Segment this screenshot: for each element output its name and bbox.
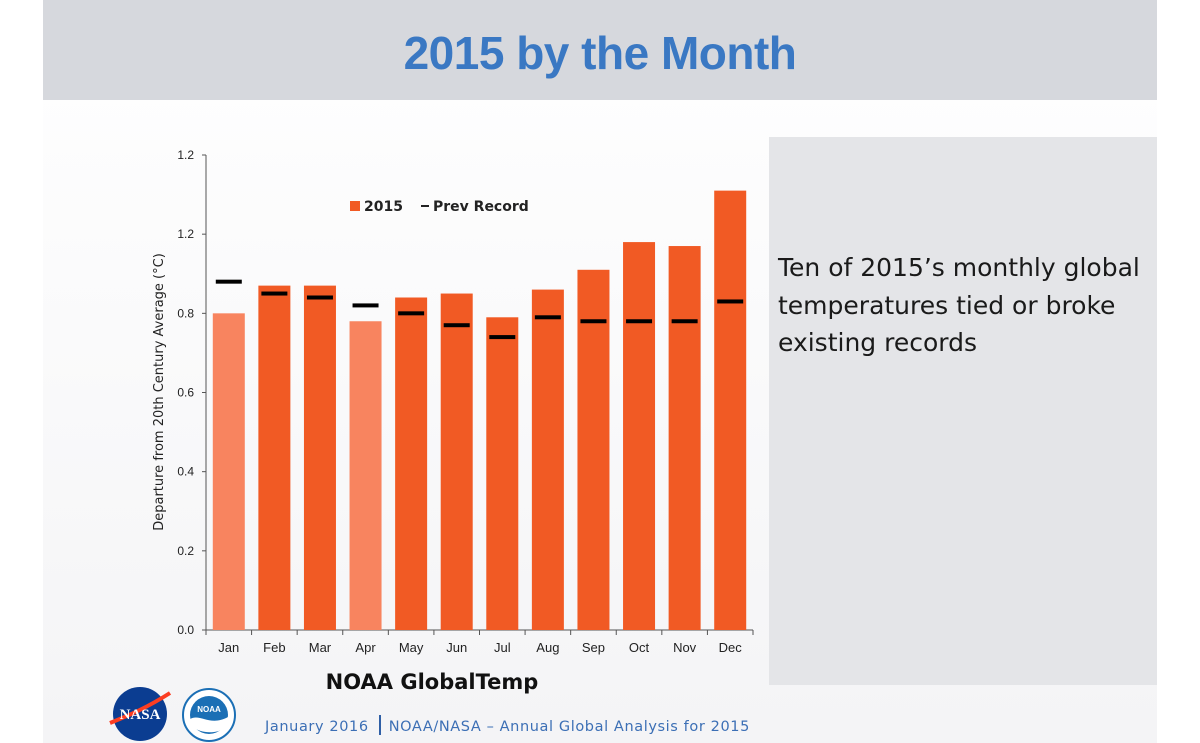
y-tick-label: 0.2 [177,544,194,558]
x-tick-label: Aug [536,640,559,655]
prev-record-marker-feb [261,291,288,296]
x-tick-label: Jul [494,640,511,655]
y-tick-label: 1.2 [177,148,194,162]
prev-record-marker-jan [215,279,242,284]
bar-apr [349,321,382,630]
bar-feb [258,285,291,630]
prev-record-marker-apr [352,303,379,308]
prev-record-marker-dec [717,299,744,304]
y-tick-label: 0.6 [177,386,194,400]
prev-record-marker-aug [534,315,561,320]
noaa-logo-text: NOAA [197,705,221,714]
bar-jan [212,313,245,630]
x-tick-label: Oct [629,640,650,655]
prev-record-marker-may [398,311,425,316]
x-tick-label: Sep [582,640,605,655]
noaa-logo: NOAA [182,688,236,742]
x-tick-label: Dec [719,640,743,655]
bar-nov [668,246,701,630]
legend-label-prev-record: Prev Record [433,199,529,215]
footer-separator [378,715,381,735]
bar-jul [486,317,519,630]
y-tick-label: 0.0 [177,623,194,637]
footer-title: NOAA/NASA – Annual Global Analysis for 2… [388,719,750,735]
bar-dec [714,190,747,630]
bar-may [395,297,428,630]
chart-caption: NOAA GlobalTemp [326,670,539,694]
x-tick-label: May [399,640,424,655]
prev-record-marker-jun [443,323,470,328]
bar-aug [531,289,564,630]
prev-record-marker-oct [626,319,653,324]
bar-jun [440,293,473,630]
bar-mar [303,285,336,630]
prev-record-marker-jul [489,335,516,340]
nasa-logo: NASA [109,687,172,741]
x-tick-label: Jan [218,640,239,655]
y-tick-label: 0.4 [177,465,194,479]
footer-date: January 2016 [265,719,369,735]
prev-record-marker-mar [306,295,333,300]
x-tick-label: Mar [309,640,332,655]
legend-swatch-2015 [350,201,360,211]
y-tick-label: 0.8 [177,306,194,320]
side-panel: Ten of 2015’s monthly global temperature… [769,137,1157,685]
legend-label-2015: 2015 [364,199,403,215]
y-tick-label: 1.2 [177,227,194,241]
y-axis-label: Departure from 20th Century Average (°C) [152,253,167,531]
nasa-logo-text: NASA [120,707,161,723]
x-tick-label: Jun [446,640,467,655]
bar-oct [623,242,656,631]
title-band: 2015 by the Month [43,0,1157,100]
prev-record-marker-sep [580,319,607,324]
slide-title: 2015 by the Month [403,27,797,79]
prev-record-marker-nov [671,319,698,324]
footer: January 2016 NOAA/NASA – Annual Global An… [265,715,750,735]
side-text: Ten of 2015’s monthly global temperature… [778,253,1140,357]
x-tick-label: Nov [673,640,697,655]
x-tick-label: Feb [263,640,285,655]
bar-sep [577,269,610,630]
x-tick-label: Apr [355,640,376,655]
bar-chart: 0.0 0.2 0.4 0.6 0.8 1.2 1.2 Departure from 20th… [152,148,754,694]
legend-marker-prev-record [421,205,429,207]
